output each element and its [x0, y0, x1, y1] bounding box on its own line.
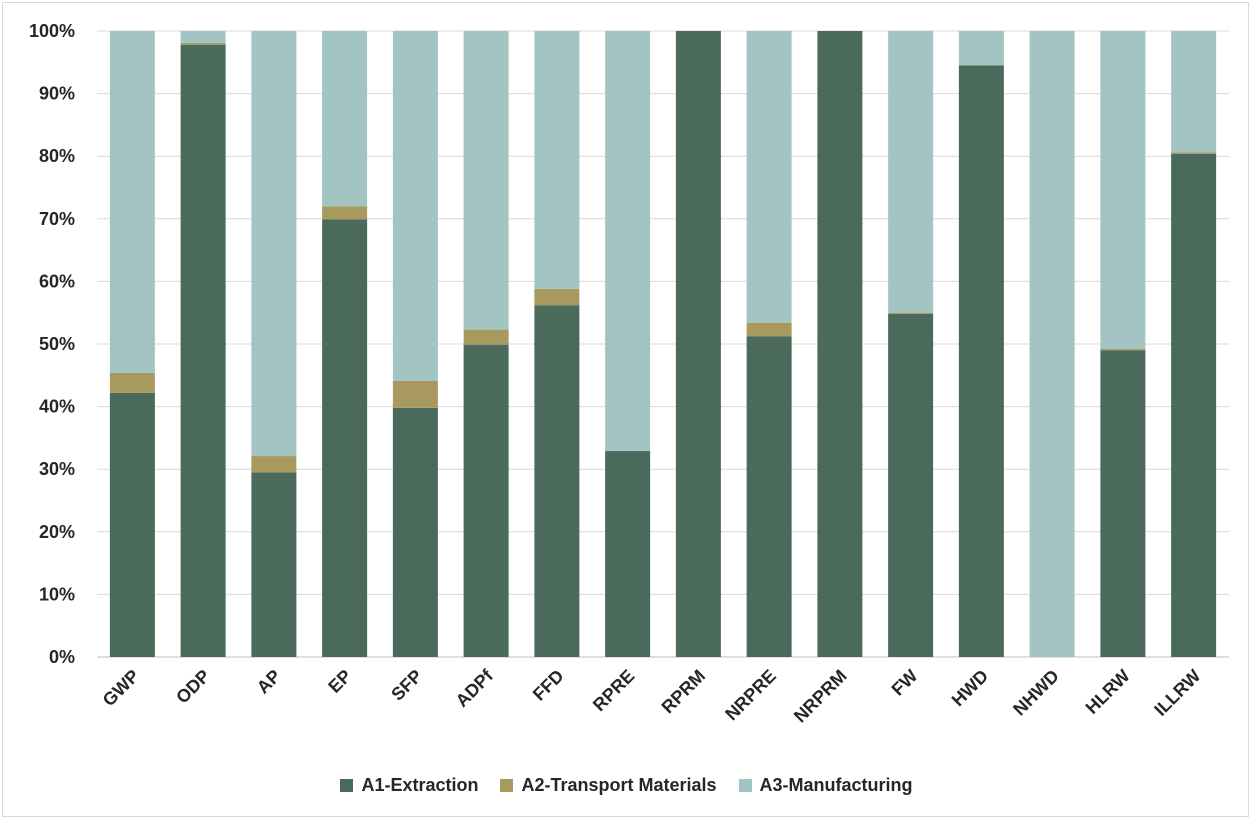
bar-segment-ep-a2: [322, 206, 368, 220]
bar-segment-ap-a1: [251, 472, 297, 657]
bar-segment-sfp-a2: [392, 380, 438, 408]
legend-swatch-a2: [500, 779, 514, 792]
legend-item-a1: A1-Extraction: [340, 775, 478, 796]
bar-segment-adpf-a2: [463, 329, 509, 345]
x-tick-label: NRPRE: [721, 666, 780, 725]
x-tick-label: HLRW: [1082, 666, 1134, 718]
x-tick-label: NHWD: [1009, 666, 1063, 720]
x-tick-label: FFD: [529, 666, 568, 705]
bar-segment-nrpre-a1: [746, 336, 792, 657]
bar-segment-odp-a2: [180, 42, 226, 45]
bar-segment-ffd-a2: [534, 288, 580, 306]
bar-segment-ep-a1: [322, 219, 368, 657]
y-tick-label: 60%: [39, 271, 75, 291]
x-tick-label: SFP: [387, 666, 426, 705]
bar-segment-fw-a3: [888, 31, 934, 313]
bar-segment-gwp-a3: [109, 31, 155, 373]
bar-segment-fw-a2: [888, 312, 934, 314]
bar-segment-hlrw-a1: [1100, 350, 1146, 657]
bar-segment-ap-a2: [251, 456, 297, 473]
bar-segment-hlrw-a3: [1100, 31, 1146, 350]
legend-item-a2: A2-Transport Materials: [500, 775, 717, 796]
bar-segment-ffd-a1: [534, 305, 580, 657]
bar-segment-hwd-a1: [958, 65, 1004, 658]
bar-segment-adpf-a3: [463, 31, 509, 330]
y-tick-label: 70%: [39, 209, 75, 229]
bar-segment-nrpre-a2: [746, 322, 792, 337]
x-tick-label: FW: [888, 666, 922, 700]
bar-segment-odp-a1: [180, 44, 226, 658]
bar-segment-ffd-a3: [534, 31, 580, 289]
y-tick-label: 30%: [39, 459, 75, 479]
bar-segment-rpre-a1: [605, 451, 651, 657]
bar-segment-gwp-a2: [109, 372, 155, 393]
legend-swatch-a3: [738, 779, 752, 792]
x-tick-label: ILLRW: [1150, 666, 1204, 720]
legend-label-a3: A3-Manufacturing: [759, 775, 913, 795]
x-tick-label: ODP: [172, 666, 214, 708]
bar-segment-ep-a3: [322, 31, 368, 207]
legend-item-a3: A3-Manufacturing: [738, 775, 913, 796]
y-tick-label: 10%: [39, 584, 75, 604]
legend-swatch-a1: [340, 779, 354, 792]
bar-segment-sfp-a3: [392, 31, 438, 381]
x-tick-label: NRPRM: [790, 666, 851, 727]
bar-segment-illrw-a3: [1171, 31, 1217, 153]
y-tick-label: 90%: [39, 84, 75, 104]
legend-label-a1: A1-Extraction: [361, 775, 479, 795]
x-tick-label: RPRM: [658, 666, 710, 718]
legend-label-a2: A2-Transport Materials: [521, 775, 717, 795]
bar-segment-nhwd-a3: [1029, 31, 1075, 657]
y-tick-label: 80%: [39, 146, 75, 166]
bar-segment-adpf-a1: [463, 344, 509, 657]
bar-segment-rprm-a1: [675, 31, 721, 657]
x-tick-label: AP: [253, 666, 285, 698]
x-tick-label: GWP: [99, 666, 144, 711]
bar-segment-hlrw-a2: [1100, 349, 1146, 351]
bar-segment-rpre-a3: [605, 31, 651, 452]
bar-segment-ap-a3: [251, 31, 297, 457]
y-tick-label: 100%: [29, 21, 75, 41]
y-tick-label: 40%: [39, 397, 75, 417]
x-tick-label: ADPf: [452, 665, 498, 711]
x-tick-label: EP: [324, 666, 355, 697]
bar-segment-odp-a3: [180, 31, 226, 43]
legend: A1-Extraction A2-Transport Materials A3-…: [0, 775, 1253, 796]
bar-segment-fw-a1: [888, 313, 934, 657]
bar-segment-nrpre-a3: [746, 31, 792, 323]
bar-segment-sfp-a1: [392, 407, 438, 657]
bar-segment-illrw-a1: [1171, 153, 1217, 658]
y-tick-label: 50%: [39, 334, 75, 354]
x-tick-label: RPRE: [589, 666, 639, 716]
x-tick-label: HWD: [948, 666, 993, 711]
bar-segment-hwd-a3: [958, 31, 1004, 66]
bar-segment-illrw-a2: [1171, 152, 1217, 154]
y-tick-label: 0%: [49, 647, 75, 667]
y-tick-label: 20%: [39, 522, 75, 542]
bar-segment-gwp-a1: [109, 392, 155, 657]
bar-segment-nrprm-a1: [817, 31, 863, 657]
